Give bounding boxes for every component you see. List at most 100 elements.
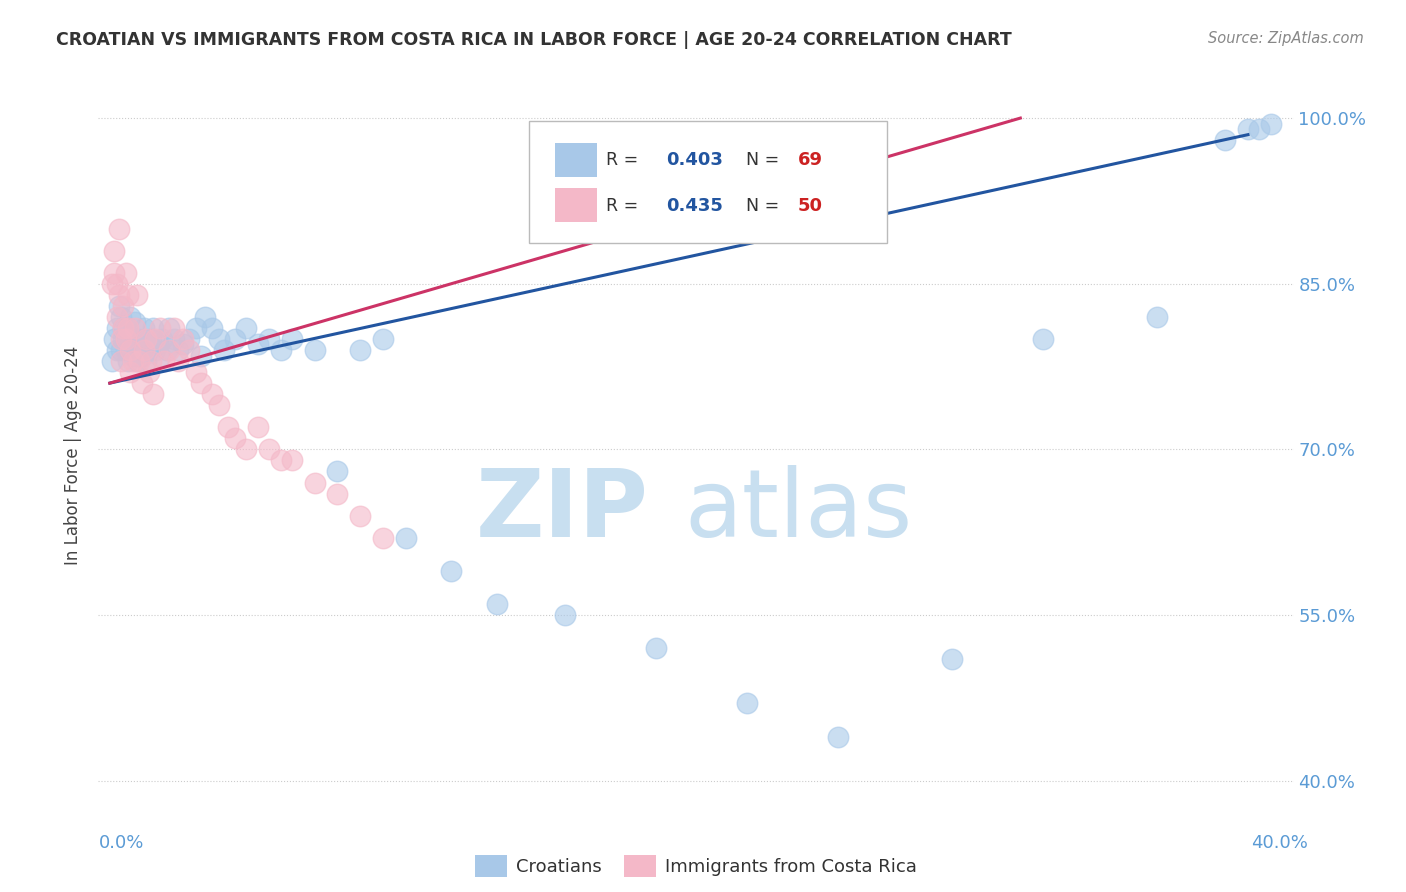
- Point: [132, 321, 155, 335]
- Point: [735, 697, 758, 711]
- Point: [172, 332, 194, 346]
- Point: [349, 343, 371, 357]
- Point: [128, 354, 150, 368]
- Point: [124, 321, 146, 335]
- Point: [485, 597, 508, 611]
- Point: [142, 321, 165, 335]
- Point: [190, 376, 212, 391]
- Point: [208, 332, 231, 346]
- Point: [326, 486, 349, 500]
- Point: [120, 343, 142, 357]
- Point: [132, 337, 155, 351]
- Point: [135, 332, 157, 346]
- Point: [124, 332, 146, 346]
- Point: [235, 442, 257, 457]
- Point: [257, 442, 280, 457]
- Point: [827, 730, 849, 744]
- Point: [941, 652, 963, 666]
- Point: [142, 387, 165, 401]
- Point: [281, 332, 304, 346]
- Point: [117, 321, 139, 335]
- Point: [150, 332, 173, 346]
- Y-axis label: In Labor Force | Age 20-24: In Labor Force | Age 20-24: [65, 345, 83, 565]
- Point: [217, 420, 239, 434]
- Text: 0.0%: 0.0%: [98, 834, 143, 852]
- Point: [128, 332, 150, 346]
- Point: [131, 376, 153, 391]
- Point: [201, 387, 224, 401]
- Point: [110, 332, 132, 346]
- Text: N =: N =: [735, 151, 785, 169]
- Point: [114, 332, 136, 346]
- Point: [112, 321, 135, 335]
- Point: [1032, 332, 1054, 346]
- Point: [270, 343, 292, 357]
- Point: [224, 332, 246, 346]
- Text: 40.0%: 40.0%: [1251, 834, 1308, 852]
- Point: [186, 365, 208, 379]
- Point: [304, 475, 326, 490]
- Point: [201, 321, 224, 335]
- Point: [103, 332, 125, 346]
- Point: [114, 266, 136, 280]
- Point: [281, 453, 304, 467]
- Point: [246, 337, 269, 351]
- Point: [112, 299, 135, 313]
- Point: [172, 337, 194, 351]
- Point: [108, 299, 131, 313]
- Point: [138, 365, 160, 379]
- Point: [143, 343, 166, 357]
- Point: [131, 349, 153, 363]
- FancyBboxPatch shape: [555, 188, 596, 222]
- Point: [110, 310, 132, 324]
- Point: [167, 354, 190, 368]
- Point: [153, 354, 176, 368]
- Legend: Croatians, Immigrants from Costa Rica: Croatians, Immigrants from Costa Rica: [468, 847, 924, 884]
- FancyBboxPatch shape: [555, 144, 596, 177]
- Point: [326, 465, 349, 479]
- Point: [186, 321, 208, 335]
- Point: [105, 310, 128, 324]
- Point: [108, 287, 131, 301]
- Point: [149, 349, 172, 363]
- Point: [146, 337, 169, 351]
- Point: [349, 508, 371, 523]
- Point: [112, 321, 135, 335]
- Point: [224, 431, 246, 445]
- Point: [235, 321, 257, 335]
- Point: [103, 266, 125, 280]
- Point: [105, 343, 128, 357]
- Point: [156, 343, 179, 357]
- Point: [114, 332, 136, 346]
- Point: [101, 354, 124, 368]
- Point: [120, 365, 142, 379]
- Point: [371, 531, 394, 545]
- Point: [127, 287, 149, 301]
- Point: [121, 349, 143, 363]
- Text: R =: R =: [606, 151, 644, 169]
- Point: [120, 343, 142, 357]
- Text: 0.435: 0.435: [666, 197, 723, 215]
- Point: [149, 321, 172, 335]
- Point: [103, 244, 125, 258]
- Point: [143, 332, 166, 346]
- Point: [257, 332, 280, 346]
- Point: [304, 343, 326, 357]
- Point: [114, 343, 136, 357]
- Point: [110, 343, 132, 357]
- Text: Source: ZipAtlas.com: Source: ZipAtlas.com: [1208, 31, 1364, 46]
- Point: [108, 221, 131, 235]
- Point: [554, 608, 576, 623]
- Point: [110, 354, 132, 368]
- Point: [167, 343, 190, 357]
- Point: [179, 343, 201, 357]
- Point: [127, 343, 149, 357]
- Text: 0.403: 0.403: [666, 151, 723, 169]
- Point: [121, 354, 143, 368]
- Point: [105, 277, 128, 291]
- Point: [120, 310, 142, 324]
- Text: CROATIAN VS IMMIGRANTS FROM COSTA RICA IN LABOR FORCE | AGE 20-24 CORRELATION CH: CROATIAN VS IMMIGRANTS FROM COSTA RICA I…: [56, 31, 1012, 49]
- Point: [162, 321, 184, 335]
- Point: [124, 315, 146, 329]
- Text: ZIP: ZIP: [475, 465, 648, 557]
